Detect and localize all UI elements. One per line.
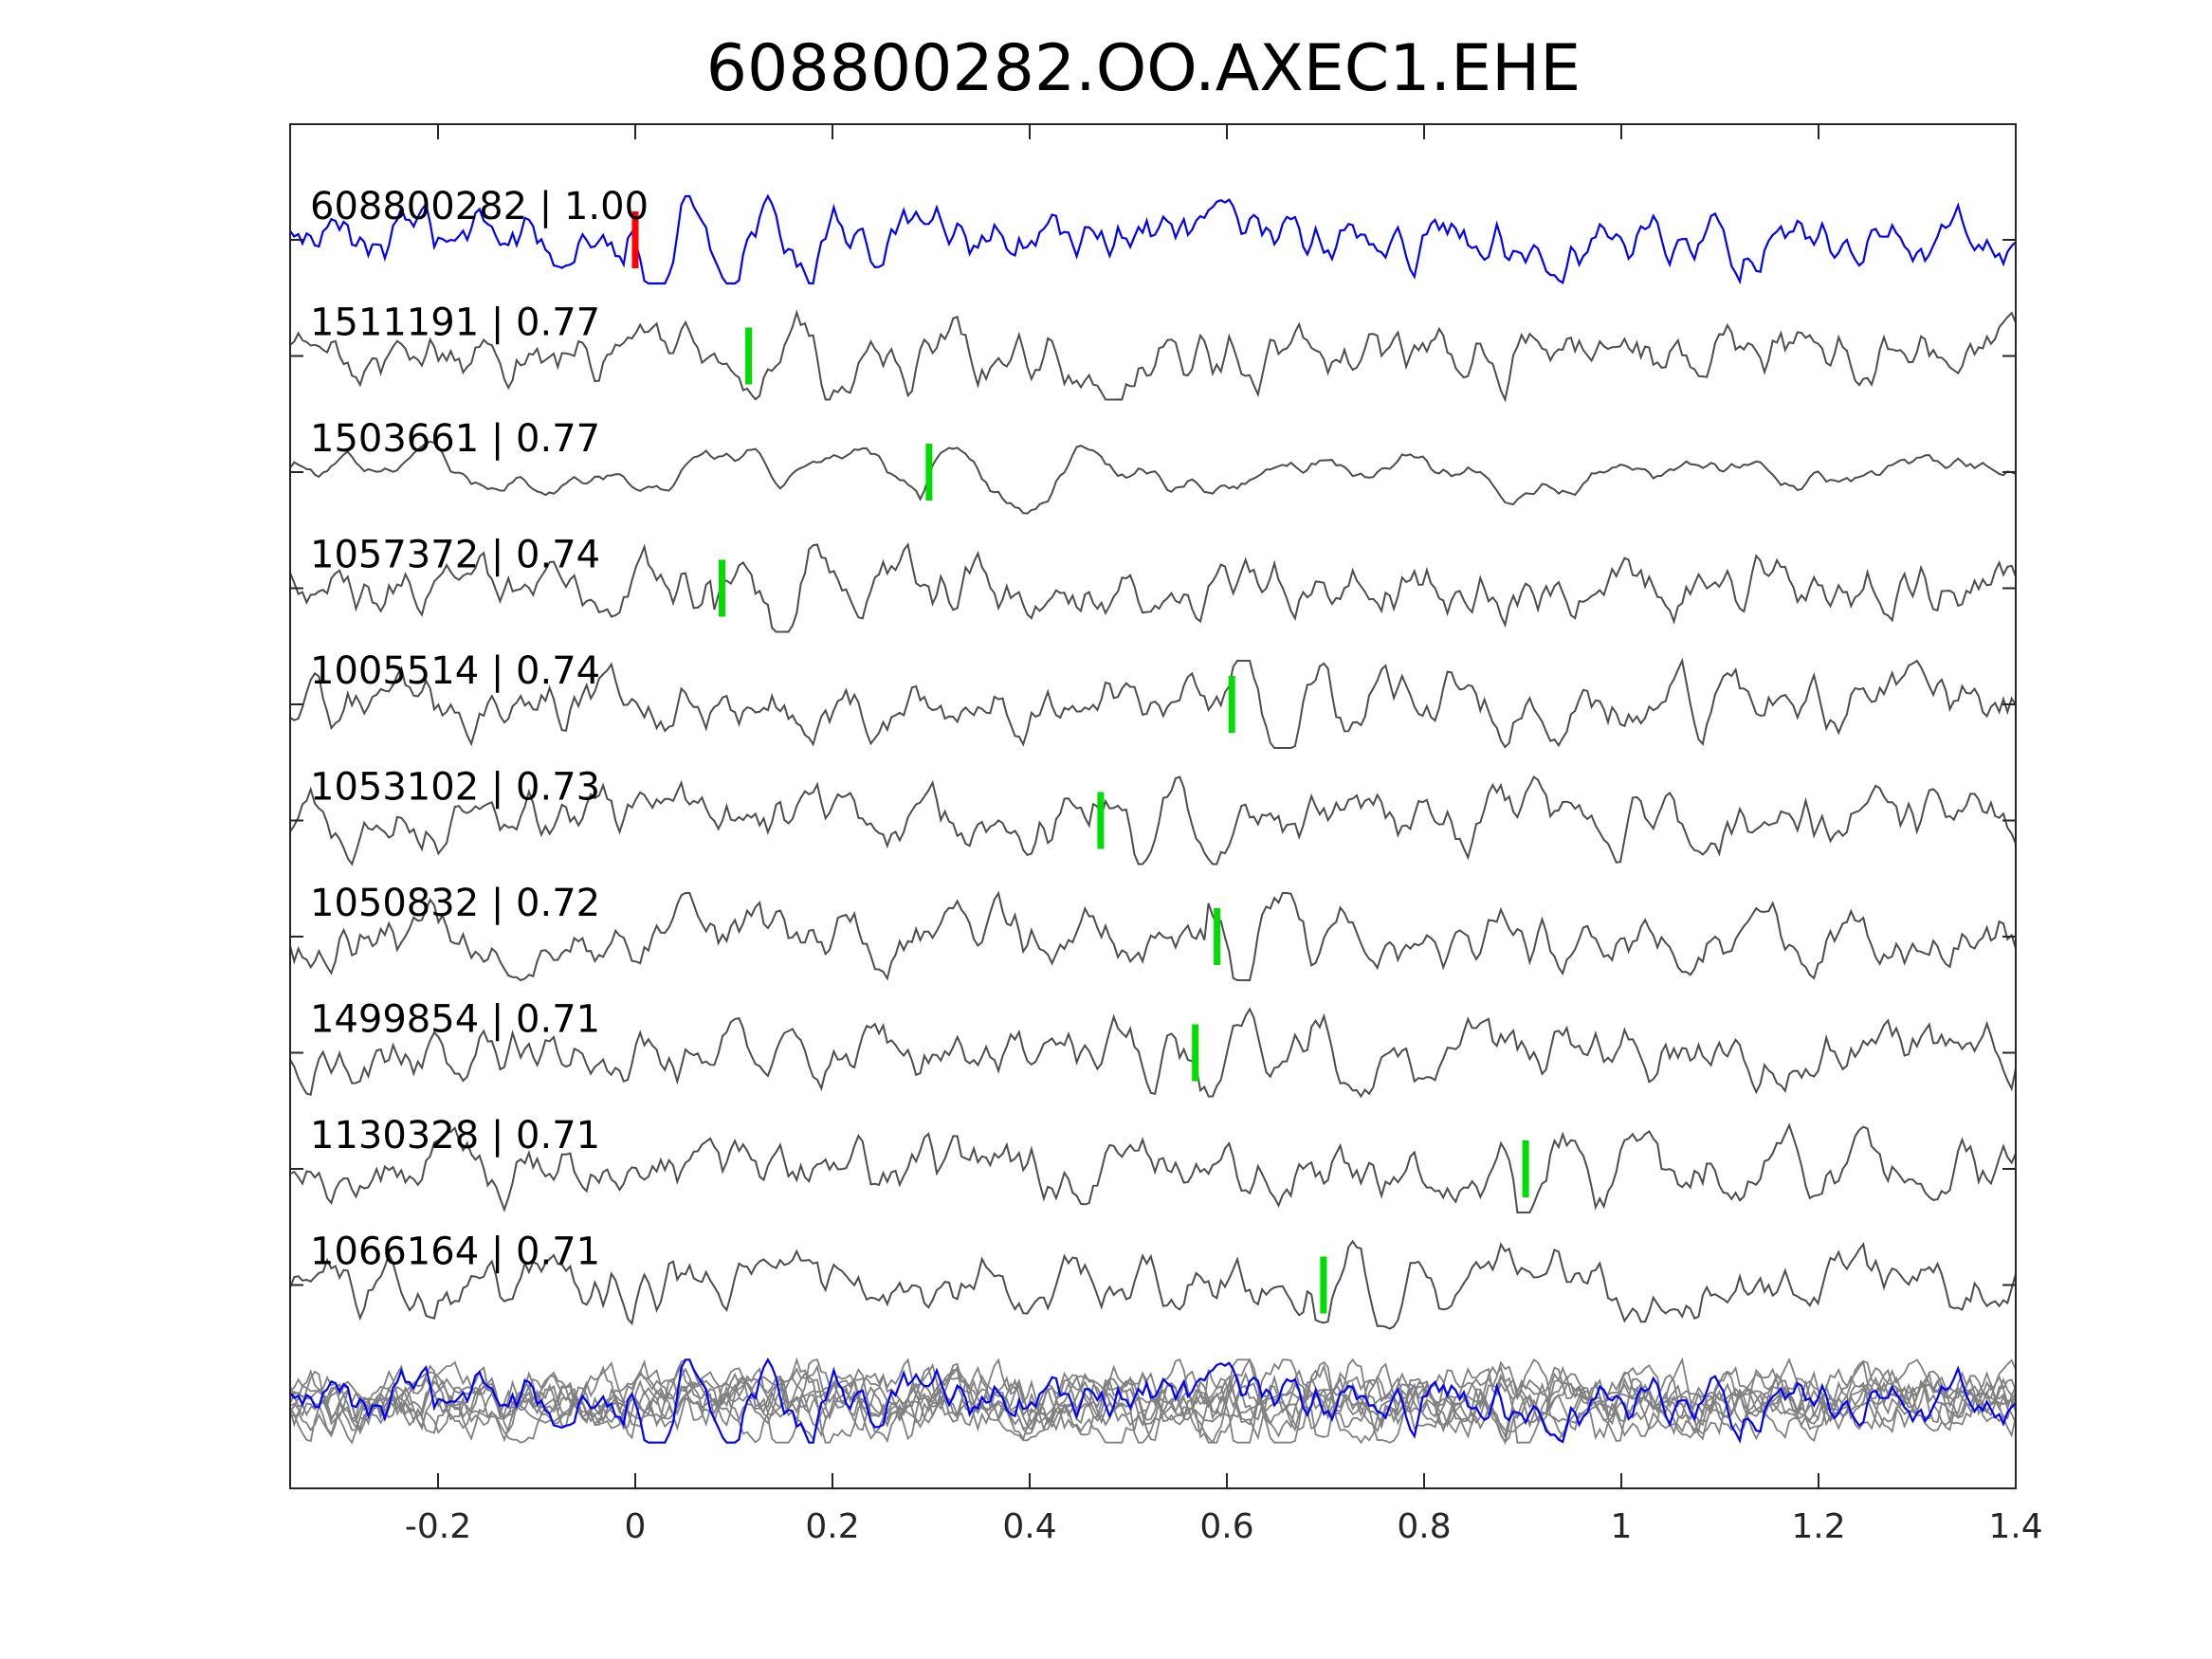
trace-line-0 <box>289 193 2017 285</box>
traces-layer <box>289 193 2017 1330</box>
trace-label-8: 1130328 | 0.71 <box>310 1114 600 1158</box>
overlay-stack <box>289 1357 2017 1446</box>
x-tick-label-4: 0.6 <box>1199 1507 1253 1546</box>
x-tick-label-6: 1 <box>1611 1507 1633 1546</box>
plot-frame <box>289 123 2017 1489</box>
x-tick-label-1: 0 <box>625 1507 647 1546</box>
trace-line-4 <box>289 657 2017 749</box>
trace-line-3 <box>289 542 2017 633</box>
x-tick-label-5: 0.8 <box>1397 1507 1451 1546</box>
x-tick-label-3: 0.4 <box>1002 1507 1056 1546</box>
trace-label-9: 1066164 | 0.71 <box>310 1231 600 1274</box>
trace-label-4: 1005514 | 0.74 <box>310 649 600 693</box>
picks-layer <box>631 211 1529 1314</box>
trace-line-7 <box>289 1007 2017 1099</box>
overlay-trace-7 <box>289 1358 2017 1445</box>
trace-label-1: 1511191 | 0.77 <box>310 301 600 345</box>
trace-line-1 <box>289 309 2017 403</box>
trace-line-5 <box>289 775 2017 866</box>
x-tick-label-8: 1.4 <box>1988 1507 2042 1546</box>
trace-line-8 <box>289 1122 2017 1213</box>
x-axis: -0.2 0 0.2 0.4 0.6 0.8 1 1.2 1.4 <box>290 124 2043 1546</box>
trace-labels: 608800282 | 1.00 1511191 | 0.77 1503661 | … <box>310 185 649 1274</box>
chart-title: 608800282.OO.AXEC1.EHE <box>706 31 1581 106</box>
trace-line-9 <box>289 1239 2017 1330</box>
trace-label-5: 1053102 | 0.73 <box>310 766 600 810</box>
trace-label-3: 1057372 | 0.74 <box>310 534 600 577</box>
trace-label-2: 1503661 | 0.77 <box>310 417 600 461</box>
x-tick-label-2: 0.2 <box>805 1507 859 1546</box>
trace-line-2 <box>289 440 2017 515</box>
trace-label-7: 1499854 | 0.71 <box>310 998 600 1042</box>
trace-line-6 <box>289 890 2017 982</box>
overlay-trace-reference <box>289 1358 2017 1444</box>
trace-label-0: 608800282 | 1.00 <box>310 185 649 228</box>
trace-label-6: 1050832 | 0.72 <box>310 882 600 925</box>
x-tick-label-0: -0.2 <box>405 1507 471 1546</box>
overlay-trace-1 <box>289 1357 2017 1446</box>
x-tick-label-7: 1.2 <box>1791 1507 1845 1546</box>
